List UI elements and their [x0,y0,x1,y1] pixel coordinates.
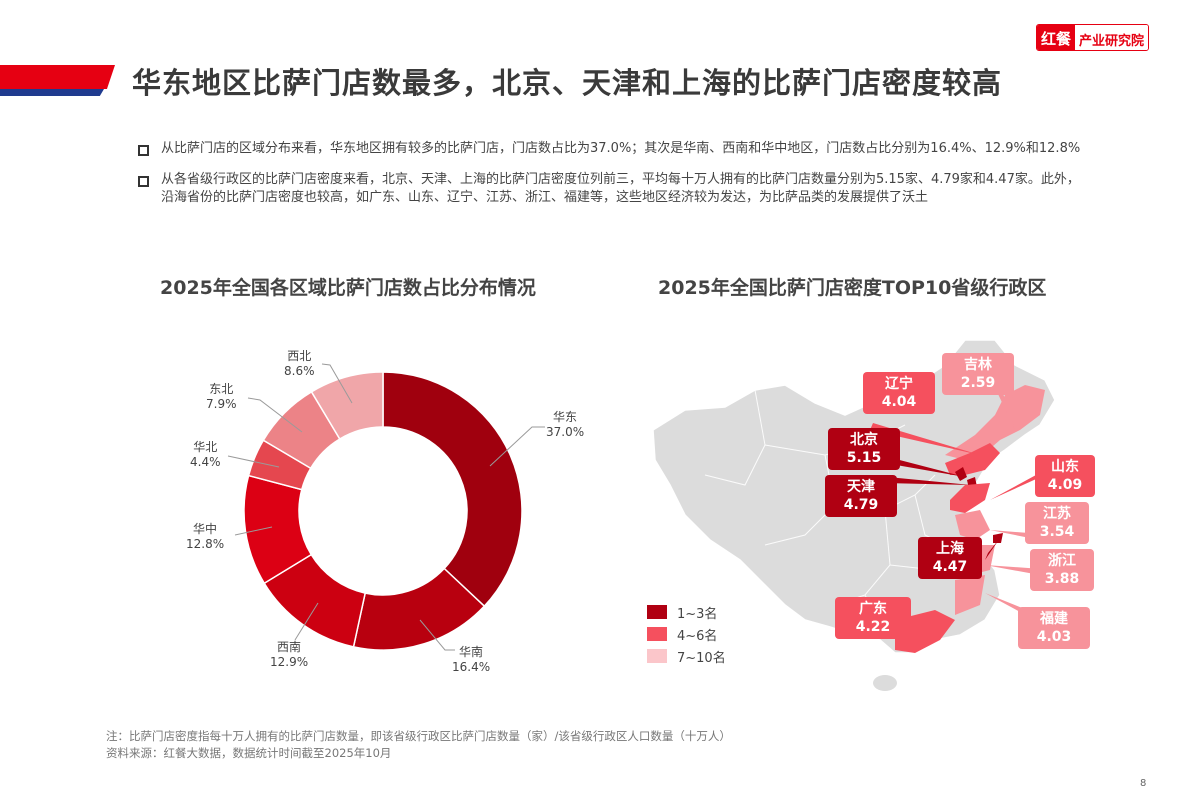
footnotes: 注：比萨门店密度指每十万人拥有的比萨门店数量，即该省级行政区比萨门店数量（家）/… [106,728,731,762]
legend-item-rank-7-10: 7~10名 [647,648,726,666]
bullet-text: 从比萨门店的区域分布来看，华东地区拥有较多的比萨门店，门店数占比为37.0%；其… [161,141,1081,156]
page-number: 8 [1140,778,1147,789]
callout-name: 吉林 [964,357,992,373]
donut-label-xibei: 西北 8.6% [284,349,315,379]
label-name: 华北 [193,440,218,454]
logo-mark: 红餐 [1037,25,1076,50]
label-name: 华南 [459,645,484,659]
donut-chart-title: 2025年全国各区域比萨门店数占比分布情况 [160,277,536,299]
callout-name: 北京 [850,432,878,448]
callout-name: 广东 [859,601,887,617]
legend-item-rank-1-3: 1~3名 [647,604,726,622]
callout-name: 天津 [847,479,875,495]
callout-shandong: 山东 4.09 [1035,455,1095,497]
title-banner-blue-stripe [0,89,104,96]
bullet-item: 从比萨门店的区域分布来看，华东地区拥有较多的比萨门店，门店数占比为37.0%；其… [138,140,1088,158]
brand-logo: 红餐 产业研究院 [1036,24,1150,51]
callout-shanghai: 上海 4.47 [918,537,982,579]
donut-label-huazhong: 华中 12.8% [186,522,224,552]
donut-label-huabei: 华北 4.4% [190,440,221,470]
callout-value: 4.79 [843,497,879,513]
donut-slice-西北 [310,371,384,440]
footnote-source: 资料来源：红餐大数据，数据统计时间截至2025年10月 [106,746,392,760]
callout-value: 3.88 [1044,571,1080,587]
callout-value: 4.47 [932,559,968,575]
callout-value: 2.59 [960,375,996,391]
legend-label: 1~3名 [677,606,718,622]
label-pct: 16.4% [452,660,491,674]
bullet-item: 从各省级行政区的比萨门店密度来看，北京、天津、上海的比萨门店密度位列前三，平均每… [138,171,1088,207]
donut-slice-华东 [382,371,523,608]
label-name: 西南 [277,640,302,654]
callout-name: 山东 [1051,459,1079,475]
map-chart-title: 2025年全国比萨门店密度TOP10省级行政区 [658,277,1047,299]
callout-value: 4.09 [1047,477,1083,493]
callout-beijing: 北京 5.15 [828,428,900,470]
callout-value: 4.04 [881,394,917,410]
callout-value: 5.15 [846,450,882,466]
summary-bullets: 从比萨门店的区域分布来看，华东地区拥有较多的比萨门店，门店数占比为37.0%；其… [138,140,1088,220]
logo-text: 产业研究院 [1075,25,1149,50]
label-pct: 7.9% [206,397,237,411]
region-share-donut-chart [243,371,523,651]
donut-label-dongbei: 东北 7.9% [206,382,237,412]
legend-item-rank-4-6: 4~6名 [647,626,726,644]
label-name: 东北 [209,382,234,396]
square-bullet-icon [138,176,149,187]
legend-swatch [647,605,667,619]
square-bullet-icon [138,145,149,156]
callout-name: 浙江 [1048,553,1076,569]
label-name: 华东 [553,410,578,424]
map-legend: 1~3名 4~6名 7~10名 [647,604,726,670]
legend-swatch [647,627,667,641]
bullet-text: 从各省级行政区的比萨门店密度来看，北京、天津、上海的比萨门店密度位列前三，平均每… [161,172,1080,205]
label-name: 西北 [287,349,312,363]
callout-name: 福建 [1040,611,1068,627]
donut-svg [243,371,523,651]
label-pct: 4.4% [190,455,221,469]
callout-jiangsu: 江苏 3.54 [1025,502,1089,544]
china-density-map: 吉林 2.59 辽宁 4.04 北京 5.15 天津 4.79 山东 4.09 … [645,335,1100,705]
callout-name: 江苏 [1043,506,1071,522]
callout-fujian: 福建 4.03 [1018,607,1090,649]
callout-tianjin: 天津 4.79 [825,475,897,517]
donut-label-xinan: 西南 12.9% [270,640,308,670]
callout-value: 4.22 [855,619,891,635]
legend-label: 7~10名 [677,650,726,666]
label-pct: 12.8% [186,537,225,551]
label-pct: 8.6% [284,364,315,378]
legend-swatch [647,649,667,663]
callout-name: 辽宁 [885,376,913,392]
label-pct: 12.9% [270,655,309,669]
footnote-definition: 注：比萨门店密度指每十万人拥有的比萨门店数量，即该省级行政区比萨门店数量（家）/… [106,729,731,743]
donut-label-huanan: 华南 16.4% [452,645,490,675]
donut-label-huadong: 华东 37.0% [546,410,584,440]
callout-name: 上海 [936,541,964,557]
title-banner-red-stripe [0,65,115,89]
callout-value: 3.54 [1039,524,1075,540]
callout-value: 4.03 [1036,629,1072,645]
legend-label: 4~6名 [677,628,718,644]
callout-zhejiang: 浙江 3.88 [1030,549,1094,591]
label-pct: 37.0% [546,425,585,439]
page-title: 华东地区比萨门店数最多，北京、天津和上海的比萨门店密度较高 [132,66,1003,100]
label-name: 华中 [193,522,218,536]
callout-guangdong: 广东 4.22 [835,597,911,639]
callout-jilin: 吉林 2.59 [942,353,1014,395]
callout-liaoning: 辽宁 4.04 [863,372,935,414]
